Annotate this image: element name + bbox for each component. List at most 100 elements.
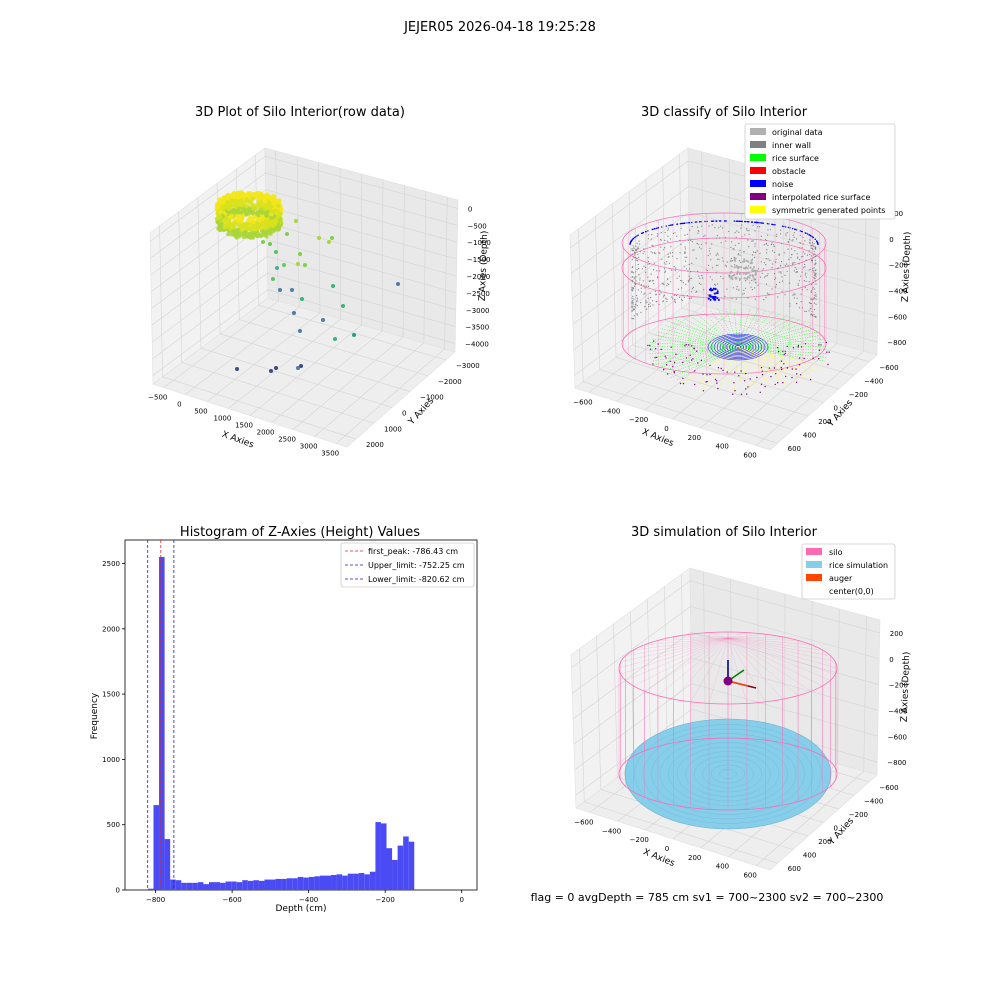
inner-wall-point [739, 260, 740, 261]
inner-wall-point [712, 224, 713, 225]
interpolated-point [774, 367, 775, 368]
inner-wall-point [815, 247, 816, 248]
hist-xtick: −800 [146, 896, 165, 904]
noise-point [762, 223, 763, 224]
raw-point [317, 236, 321, 240]
inner-wall-point [767, 235, 768, 236]
noise-point [633, 238, 634, 239]
hist-bar [331, 875, 337, 890]
original-point [739, 278, 741, 280]
inner-wall-point [638, 257, 639, 258]
interpolated-point [801, 346, 802, 347]
inner-wall-point [796, 303, 797, 304]
inner-wall-point [635, 280, 636, 281]
inner-wall-point [804, 311, 805, 312]
inner-wall-point [763, 268, 764, 269]
inner-wall-point [638, 268, 639, 269]
inner-wall-point [661, 240, 662, 241]
inner-wall-point [763, 299, 764, 300]
inner-wall-point [814, 303, 815, 304]
inner-wall-point [636, 260, 637, 261]
inner-wall-point [644, 287, 645, 288]
inner-wall-point [792, 239, 793, 240]
sim-xtick: 600 [743, 872, 756, 880]
inner-wall-point [704, 235, 705, 236]
interpolated-point [670, 361, 671, 362]
inner-wall-point [716, 272, 717, 273]
sim-ytick: 600 [788, 865, 801, 873]
inner-wall-point [749, 277, 750, 278]
inner-wall-point [814, 267, 815, 268]
inner-wall-point [725, 237, 726, 238]
inner-wall-point [788, 249, 789, 250]
inner-wall-point [803, 267, 804, 268]
inner-wall-point [634, 286, 635, 287]
inner-wall-point [632, 318, 633, 319]
inner-wall-point [789, 303, 790, 304]
raw-point [253, 227, 257, 231]
inner-wall-point [643, 266, 644, 267]
raw-point [235, 194, 239, 198]
interpolated-point [813, 358, 814, 359]
inner-wall-point [811, 292, 812, 293]
inner-wall-point [772, 267, 773, 268]
inner-wall-point [812, 245, 813, 246]
hist-bar [170, 880, 176, 890]
inner-wall-point [655, 294, 656, 295]
noise-point [724, 220, 725, 221]
inner-wall-point [687, 295, 688, 296]
interpolated-point [826, 342, 827, 343]
inner-wall-point [802, 237, 803, 238]
inner-wall-point [701, 226, 702, 227]
inner-wall-point [714, 227, 715, 228]
inner-wall-point [734, 257, 735, 258]
inner-wall-point [811, 314, 812, 315]
inner-wall-point [665, 271, 666, 272]
inner-wall-point [808, 310, 809, 311]
inner-wall-point [682, 300, 683, 301]
original-point [736, 273, 738, 275]
inner-wall-point [766, 258, 767, 259]
inner-wall-point [803, 243, 804, 244]
hist-xtick: 0 [459, 896, 463, 904]
inner-wall-point [802, 256, 803, 257]
inner-wall-point [670, 238, 671, 239]
inner-wall-point [674, 295, 675, 296]
inner-wall-point [801, 293, 802, 294]
hist-ytick: 0 [116, 887, 120, 895]
hist-bar [359, 873, 365, 890]
inner-wall-point [797, 253, 798, 254]
inner-wall-point [668, 254, 669, 255]
inner-wall-point [814, 254, 815, 255]
interpolated-point [647, 345, 648, 346]
inner-wall-point [815, 299, 816, 300]
sim-ztick: 0 [889, 656, 893, 664]
inner-wall-point [810, 269, 811, 270]
interpolated-point [706, 374, 707, 375]
inner-wall-point [670, 253, 671, 254]
classify-legend-swatch [750, 167, 766, 174]
raw-title: 3D Plot of Silo Interior(row data) [195, 105, 405, 120]
inner-wall-point [639, 282, 640, 283]
hist-bar [165, 839, 171, 890]
inner-wall-point [734, 249, 735, 250]
interpolated-point [762, 374, 763, 375]
noise-point [785, 226, 786, 227]
inner-wall-point [696, 291, 697, 292]
inner-wall-point [678, 289, 679, 290]
inner-wall-point [633, 245, 634, 246]
noise-point [704, 221, 705, 222]
inner-wall-point [685, 261, 686, 262]
inner-wall-point [696, 258, 697, 259]
inner-wall-point [656, 301, 657, 302]
classify-legend-frame [745, 124, 895, 219]
inner-wall-point [747, 297, 748, 298]
inner-wall-point [754, 257, 755, 258]
inner-wall-point [644, 251, 645, 252]
interpolated-point [709, 374, 710, 375]
original-point [740, 266, 742, 268]
noise-point [695, 221, 696, 222]
interpolated-point [745, 388, 746, 389]
inner-wall-point [653, 269, 654, 270]
inner-wall-point [716, 255, 717, 256]
